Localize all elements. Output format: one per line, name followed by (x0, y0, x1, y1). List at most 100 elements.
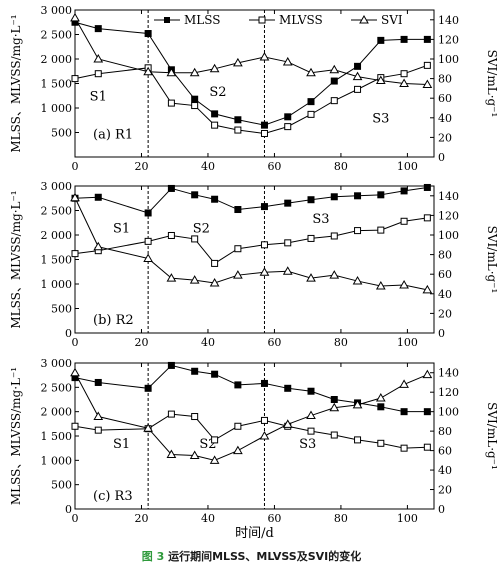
y-left-tick-label: 2 000 (41, 229, 73, 242)
stage-label: S2 (209, 85, 226, 100)
data-point (377, 191, 385, 199)
y-right-tick-label: 140 (438, 190, 459, 203)
stage-label: S2 (193, 222, 210, 237)
data-point (211, 121, 219, 129)
y-right-tick-label: 140 (438, 14, 459, 27)
y-left-tick-label: 1 500 (41, 254, 73, 267)
y-right-tick-label: 20 (438, 131, 452, 144)
y-right-tick-label: 140 (438, 367, 459, 380)
data-point (260, 203, 268, 211)
data-point (284, 384, 292, 392)
data-point (167, 99, 175, 107)
data-point (191, 367, 199, 375)
data-point (330, 431, 338, 439)
data-point (234, 381, 242, 389)
y-left-axis-label: MLSS、MLVSS/mg·L⁻¹ (9, 367, 23, 505)
data-point (260, 129, 268, 137)
data-point (307, 110, 315, 118)
y-left-tick-label: 1 000 (41, 102, 73, 115)
series-mlss (71, 361, 431, 416)
data-point (93, 53, 104, 63)
legend-label: MLVSS (279, 13, 323, 27)
data-point (191, 191, 199, 199)
data-point (189, 67, 200, 77)
data-point (284, 113, 292, 121)
y-left-tick-label: 2 500 (41, 29, 73, 42)
x-tick-label: 40 (201, 336, 215, 349)
data-point (211, 110, 219, 118)
y-right-tick-label: 60 (438, 445, 452, 458)
data-point (329, 64, 340, 74)
data-point (307, 196, 315, 204)
data-point (144, 30, 152, 38)
data-point (352, 71, 363, 81)
data-point (260, 241, 268, 249)
data-point (375, 280, 386, 290)
data-point (71, 75, 79, 83)
data-point (191, 235, 199, 243)
data-point (211, 370, 219, 378)
data-point (400, 444, 408, 452)
data-point (352, 276, 363, 285)
series-line-mlss (74, 21, 428, 126)
x-tick-label: 0 (72, 336, 79, 349)
x-tick-label: 100 (397, 512, 418, 525)
data-point (422, 284, 433, 294)
x-tick-label: 0 (72, 160, 79, 173)
x-tick-label: 40 (201, 160, 215, 173)
data-point (377, 403, 385, 411)
data-point (94, 25, 102, 33)
data-point (93, 411, 104, 421)
stage-label: S3 (299, 437, 316, 452)
data-point (94, 426, 102, 434)
y-left-tick-label: 1 000 (41, 278, 73, 291)
y-left-tick-label: 2 000 (41, 53, 73, 66)
data-point (307, 387, 315, 395)
data-point (284, 123, 292, 131)
data-point (260, 121, 268, 129)
y-right-tick-label: 120 (438, 33, 459, 46)
y-right-tick-label: 0 (438, 503, 445, 516)
data-point (282, 56, 293, 66)
y-left-tick-label: 0 (65, 503, 72, 516)
stage-label: S1 (113, 222, 130, 237)
y-right-axis-label: SVI/mL·g⁻¹ (485, 226, 499, 294)
series-mlss (71, 18, 431, 129)
data-point (282, 266, 293, 275)
y-right-tick-label: 80 (438, 425, 452, 438)
y-right-tick-label: 80 (438, 249, 452, 262)
data-point (191, 95, 199, 103)
stage-label: S1 (90, 90, 107, 105)
data-point (399, 78, 409, 87)
x-axis-label: 时间/d (235, 526, 274, 541)
data-point (260, 379, 268, 387)
series-line-mlss (74, 186, 428, 214)
panel-label: (b) R2 (93, 313, 134, 328)
data-point (166, 273, 177, 282)
y-right-tick-label: 20 (438, 307, 452, 320)
x-tick-label: 80 (334, 336, 348, 349)
x-tick-label: 40 (201, 512, 215, 525)
data-point (71, 250, 79, 258)
x-tick-label: 20 (134, 512, 148, 525)
data-point (354, 192, 362, 200)
y-left-tick-label: 500 (51, 303, 72, 316)
data-point (330, 97, 338, 105)
y-right-tick-label: 60 (438, 92, 452, 105)
data-point (307, 98, 315, 106)
y-right-tick-label: 40 (438, 288, 452, 301)
series-line-svi (74, 197, 428, 291)
data-point (307, 234, 315, 242)
data-point (423, 35, 431, 43)
legend-marker (359, 14, 369, 24)
y-left-tick-label: 0 (65, 327, 72, 340)
y-right-tick-label: 40 (438, 112, 452, 125)
stage-label: S3 (372, 112, 389, 127)
data-point (144, 209, 152, 217)
data-point (354, 436, 362, 444)
y-left-tick-label: 1 500 (41, 430, 73, 443)
data-point (211, 195, 219, 203)
data-point (234, 422, 242, 430)
data-point (284, 199, 292, 207)
